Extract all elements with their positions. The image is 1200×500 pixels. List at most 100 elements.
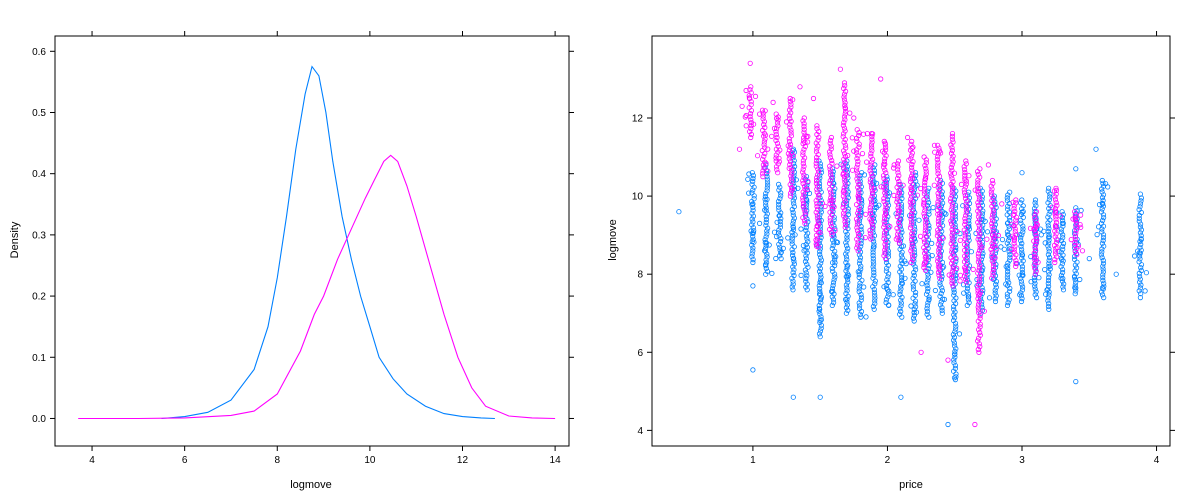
data-point	[909, 239, 915, 245]
data-point	[968, 249, 975, 255]
data-point	[935, 159, 941, 165]
data-point	[769, 133, 775, 139]
data-point	[976, 279, 982, 285]
data-point	[918, 186, 924, 192]
data-point	[800, 152, 806, 158]
data-point	[854, 138, 860, 144]
data-point	[802, 212, 808, 218]
data-point	[1073, 288, 1079, 294]
data-point	[773, 137, 779, 144]
data-point	[829, 245, 835, 252]
data-point	[867, 179, 873, 185]
data-point	[842, 105, 848, 111]
data-point	[769, 270, 775, 276]
data-point	[949, 246, 955, 252]
data-point	[949, 136, 956, 142]
data-point	[817, 311, 823, 317]
data-point	[925, 274, 931, 280]
data-point	[1137, 230, 1144, 236]
data-point	[817, 277, 824, 283]
data-point	[748, 131, 755, 138]
data-point	[826, 149, 833, 155]
data-point	[764, 188, 770, 194]
data-point	[962, 216, 968, 222]
x-tick-label: 2	[885, 455, 891, 466]
data-point	[895, 158, 902, 164]
data-point	[950, 212, 956, 218]
data-point	[908, 205, 914, 211]
data-point	[804, 186, 810, 192]
y-tick-label: 10	[632, 192, 644, 203]
data-point	[763, 271, 769, 277]
data-point	[1096, 224, 1102, 230]
data-point	[840, 162, 846, 168]
data-point	[948, 170, 954, 176]
data-point	[1057, 213, 1063, 219]
data-point	[989, 258, 995, 264]
data-point	[868, 196, 874, 202]
data-point	[750, 248, 756, 254]
data-point	[1061, 281, 1067, 287]
data-point	[882, 221, 888, 227]
data-point	[948, 164, 954, 171]
data-point	[773, 234, 780, 240]
data-point	[842, 128, 848, 134]
data-point	[791, 267, 797, 273]
data-point	[749, 251, 755, 257]
data-point	[1053, 187, 1060, 193]
data-point	[1059, 209, 1065, 215]
data-point	[1032, 244, 1038, 250]
data-point	[976, 267, 982, 273]
data-point	[829, 183, 835, 189]
data-point	[843, 108, 849, 114]
data-point	[816, 291, 823, 297]
data-point	[817, 328, 824, 334]
data-point	[816, 192, 822, 198]
data-point	[950, 266, 956, 272]
data-point	[814, 175, 820, 181]
data-point	[855, 269, 861, 275]
data-point	[840, 165, 847, 171]
data-point	[747, 60, 753, 66]
data-point	[1100, 269, 1107, 275]
data-point	[818, 274, 824, 280]
data-point	[802, 140, 808, 146]
data-point	[881, 198, 887, 204]
data-point	[961, 259, 968, 265]
data-point	[949, 271, 955, 278]
data-point	[844, 302, 851, 308]
data-point	[939, 304, 945, 311]
data-point	[814, 238, 820, 244]
data-point	[1072, 282, 1078, 288]
data-point	[988, 183, 994, 189]
data-point	[948, 195, 954, 202]
data-point	[935, 199, 941, 205]
data-point	[976, 310, 982, 316]
data-point	[787, 190, 794, 196]
data-point	[1019, 255, 1025, 261]
data-point	[841, 85, 847, 92]
data-point	[745, 176, 751, 182]
data-point	[817, 317, 823, 323]
data-point	[787, 161, 793, 168]
data-point	[908, 186, 914, 192]
data-point	[828, 288, 835, 295]
data-point	[896, 222, 902, 228]
data-point	[803, 233, 810, 239]
data-point	[898, 201, 905, 207]
data-point	[818, 217, 824, 224]
data-point	[856, 181, 862, 188]
data-point	[854, 225, 860, 231]
data-point	[791, 195, 798, 201]
data-point	[815, 166, 821, 172]
data-point	[872, 201, 878, 208]
data-point	[975, 338, 981, 344]
data-point	[890, 292, 896, 298]
data-point	[896, 240, 903, 246]
data-point	[1100, 217, 1106, 224]
data-point	[788, 101, 794, 107]
data-point	[778, 216, 784, 222]
data-point	[977, 166, 983, 172]
data-point	[1018, 278, 1025, 284]
data-point	[845, 180, 851, 187]
